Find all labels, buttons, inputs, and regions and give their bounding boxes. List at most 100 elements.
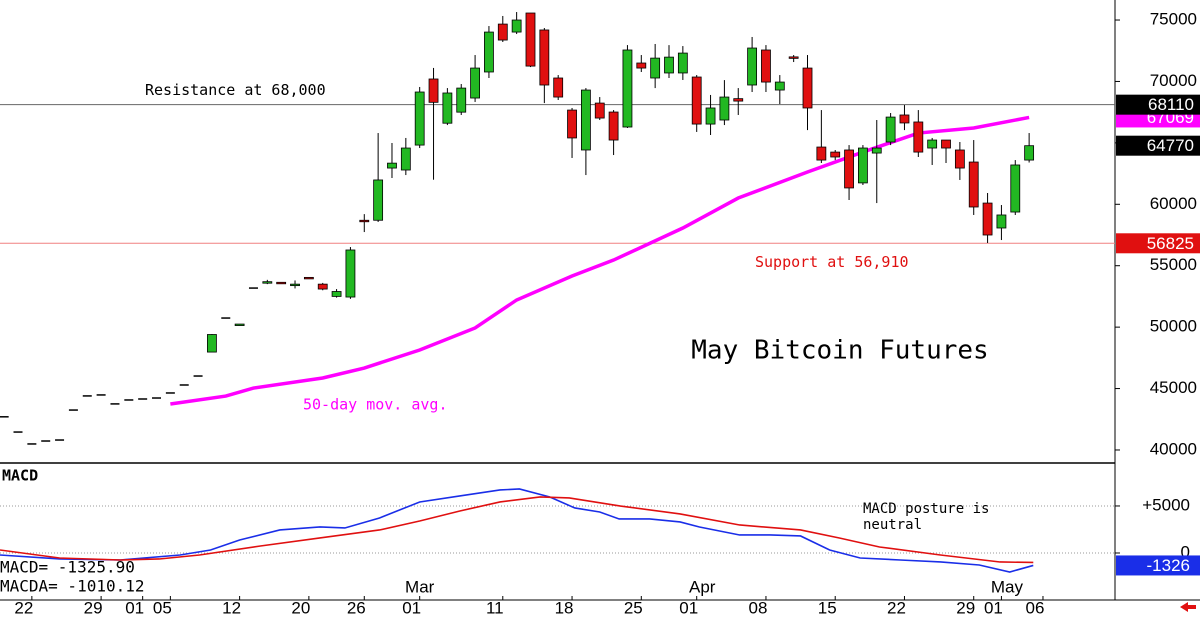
candle-body <box>733 98 744 102</box>
macd-readout: MACD= -1325.90 <box>0 558 135 577</box>
macd-y-tick-label: +5000 <box>1142 495 1190 514</box>
candle-body <box>373 179 384 221</box>
candle-body <box>345 249 356 298</box>
x-tick-label: 01 <box>125 598 144 617</box>
candle-body <box>941 139 951 149</box>
level-annotation: Resistance at 68,000 <box>145 81 326 99</box>
candle-body <box>705 107 716 125</box>
candle-body <box>830 151 841 158</box>
candle-body <box>982 202 993 236</box>
y-tick-label: 50000 <box>1150 317 1197 336</box>
level-price-label: 56825 <box>1147 234 1194 253</box>
x-tick-label: 25 <box>624 598 643 617</box>
x-tick-label: 29 <box>956 598 975 617</box>
last-price-label-box <box>1116 135 1200 156</box>
candle-body <box>580 89 591 151</box>
candle-body <box>802 67 813 109</box>
x-tick-label: 06 <box>1026 598 1045 617</box>
candle-body <box>317 283 328 290</box>
candle-body <box>1024 145 1035 161</box>
y-tick-label: 55000 <box>1150 255 1197 274</box>
candle-body <box>719 96 730 121</box>
candle-body <box>761 49 771 83</box>
candle-body <box>303 276 314 280</box>
y-tick-label: 40000 <box>1150 439 1197 458</box>
candle-body <box>774 81 785 91</box>
candle-body <box>871 147 882 154</box>
candle-body <box>954 149 965 169</box>
candle-body <box>816 146 827 161</box>
x-tick-label: 29 <box>84 598 103 617</box>
x-tick-label: 18 <box>555 598 574 617</box>
candle-body <box>470 67 480 99</box>
candle-body <box>608 111 619 141</box>
candle-body <box>650 57 661 79</box>
candle-body <box>1010 164 1021 213</box>
x-tick-label: 15 <box>818 598 837 617</box>
candle-body <box>387 162 397 169</box>
level-price-label-box <box>1116 94 1200 115</box>
x-tick-label: 11 <box>486 598 504 617</box>
candle-body <box>525 12 536 67</box>
candle-body <box>414 91 425 146</box>
candle-body <box>899 114 910 124</box>
candle-body <box>484 31 494 73</box>
candle-body <box>664 56 674 74</box>
macd-line <box>0 488 1034 573</box>
month-label: Mar <box>405 577 435 596</box>
candle-body <box>539 29 550 86</box>
candle-body <box>747 47 758 86</box>
x-tick-label: 26 <box>347 598 366 617</box>
macd-title: MACD <box>2 467 38 485</box>
level-price-label: 68110 <box>1148 95 1194 114</box>
x-tick-label: 12 <box>222 598 241 617</box>
macd-readout: MACDA= -1010.12 <box>0 577 145 596</box>
candle-body <box>553 77 564 98</box>
candle-body <box>442 92 453 124</box>
macd-note: MACD posture is <box>863 501 989 517</box>
x-tick-label: 22 <box>14 598 33 617</box>
candle-body <box>622 49 633 128</box>
candle-body <box>359 219 370 223</box>
last-price-label: 64770 <box>1147 136 1194 155</box>
candle-body <box>456 87 467 113</box>
y-tick-label: 60000 <box>1150 194 1197 213</box>
candle-body <box>497 23 508 41</box>
x-tick-label: 08 <box>748 598 767 617</box>
candle-body <box>567 109 577 139</box>
candle-body <box>677 52 688 74</box>
candle-body <box>996 214 1007 229</box>
candle-body <box>691 76 702 125</box>
month-label: Apr <box>689 577 716 596</box>
chart-title: May Bitcoin Futures <box>691 336 988 366</box>
candle-body <box>400 147 411 171</box>
x-tick-label: 22 <box>887 598 906 617</box>
level-price-label-box <box>1116 233 1200 254</box>
x-tick-label: 05 <box>153 598 172 617</box>
candle-body <box>858 147 868 184</box>
candle-body <box>788 56 799 59</box>
x-tick-label: 01 <box>679 598 698 617</box>
candle-body <box>913 121 924 153</box>
scroll-arrow[interactable] <box>1180 602 1196 612</box>
candle-body <box>276 281 287 285</box>
x-tick-label: 01 <box>402 598 421 617</box>
candle-body <box>511 19 522 33</box>
moving-average <box>170 115 1030 406</box>
candle-body <box>262 281 273 284</box>
macd-note: neutral <box>863 517 922 533</box>
candle-body <box>331 291 342 297</box>
macd-value-label: -1326 <box>1147 556 1190 575</box>
candle-body <box>207 334 217 353</box>
candle-body <box>927 139 938 149</box>
level-annotation: Support at 56,910 <box>755 253 909 271</box>
candle-body <box>428 78 439 103</box>
candle-body <box>885 116 896 143</box>
macd-y-tick-label: 0 <box>1181 542 1190 561</box>
candle-body <box>594 102 605 119</box>
macd-value-box <box>1116 555 1200 576</box>
candle-body <box>636 62 647 69</box>
month-label: May <box>991 577 1024 596</box>
candle-body <box>968 161 979 208</box>
